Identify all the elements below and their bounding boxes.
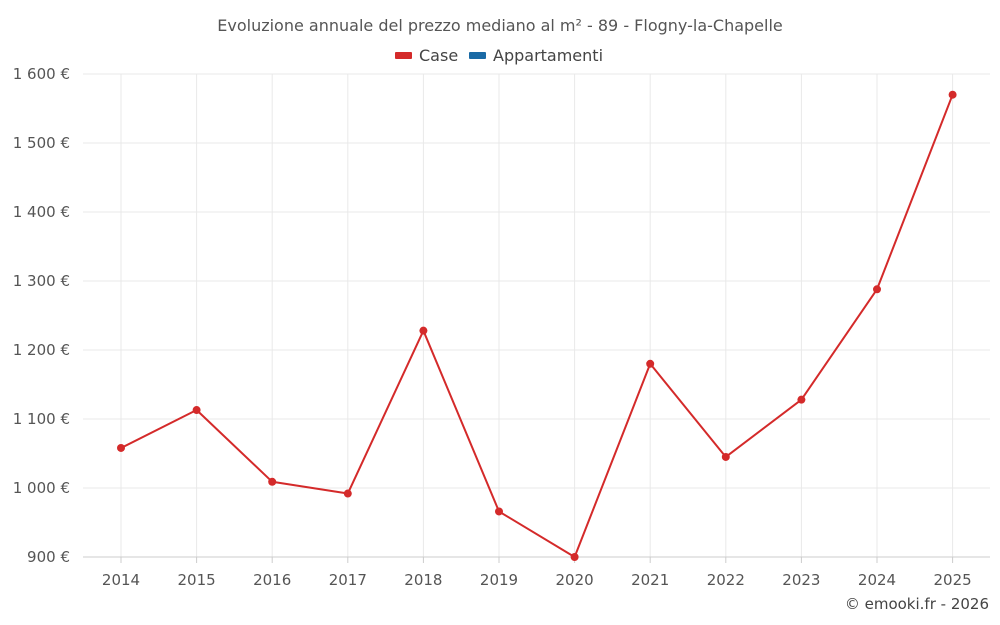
legend-item-case[interactable]: Case xyxy=(395,46,458,65)
series-line-case xyxy=(120,94,954,558)
y-axis-ticks: 900 € 1 000 € 1 100 € 1 200 € 1 300 € 1 400 €… xyxy=(13,65,70,566)
x-tick-label: 2020 xyxy=(556,571,594,589)
y-tick-label: 1 300 € xyxy=(13,272,70,290)
y-tick-label: 900 € xyxy=(27,548,70,566)
credit-text: © emooki.fr - 2026 xyxy=(845,595,989,613)
y-tick-label: 1 500 € xyxy=(13,134,70,152)
data-point-case-2017[interactable] xyxy=(343,489,352,498)
legend-label-case: Case xyxy=(419,46,458,65)
x-tick-label: 2019 xyxy=(480,571,518,589)
data-point-case-2016[interactable] xyxy=(268,477,277,486)
chart-title: Evoluzione annuale del prezzo mediano al… xyxy=(217,16,783,35)
y-tick-label: 1 600 € xyxy=(13,65,70,83)
x-axis-ticks: 2014 2015 2016 2017 2018 2019 2020 2021 2022 2023… xyxy=(102,557,972,589)
data-point-case-2023[interactable] xyxy=(797,395,806,404)
series-case xyxy=(117,90,957,561)
data-point-case-2022[interactable] xyxy=(721,452,730,461)
data-point-case-2025[interactable] xyxy=(948,90,957,99)
data-point-case-2018[interactable] xyxy=(419,326,428,335)
x-tick-label: 2017 xyxy=(329,571,367,589)
x-tick-label: 2015 xyxy=(178,571,216,589)
x-tick-label: 2021 xyxy=(631,571,669,589)
x-tick-label: 2016 xyxy=(253,571,291,589)
data-point-case-2024[interactable] xyxy=(873,285,881,294)
x-tick-label: 2022 xyxy=(707,571,745,589)
y-tick-label: 1 000 € xyxy=(13,479,70,497)
y-tick-label: 1 100 € xyxy=(13,410,70,428)
data-point-case-2014[interactable] xyxy=(117,443,125,452)
legend: Case Appartamenti xyxy=(395,46,603,65)
data-point-case-2019[interactable] xyxy=(495,507,503,516)
legend-swatch-case xyxy=(395,52,412,59)
legend-label-appartamenti: Appartamenti xyxy=(493,46,603,65)
x-tick-label: 2014 xyxy=(102,571,140,589)
grid xyxy=(83,73,990,558)
x-tick-label: 2024 xyxy=(858,571,896,589)
x-tick-label: 2025 xyxy=(934,571,972,589)
data-point-case-2015[interactable] xyxy=(192,406,201,415)
y-tick-label: 1 400 € xyxy=(13,203,70,221)
y-tick-label: 1 200 € xyxy=(13,341,70,359)
legend-swatch-appartamenti xyxy=(469,52,486,59)
data-point-case-2021[interactable] xyxy=(646,359,655,368)
x-tick-label: 2018 xyxy=(404,571,442,589)
x-tick-label: 2023 xyxy=(782,571,820,589)
legend-item-appartamenti[interactable]: Appartamenti xyxy=(469,46,603,65)
data-point-case-2020[interactable] xyxy=(570,553,579,561)
